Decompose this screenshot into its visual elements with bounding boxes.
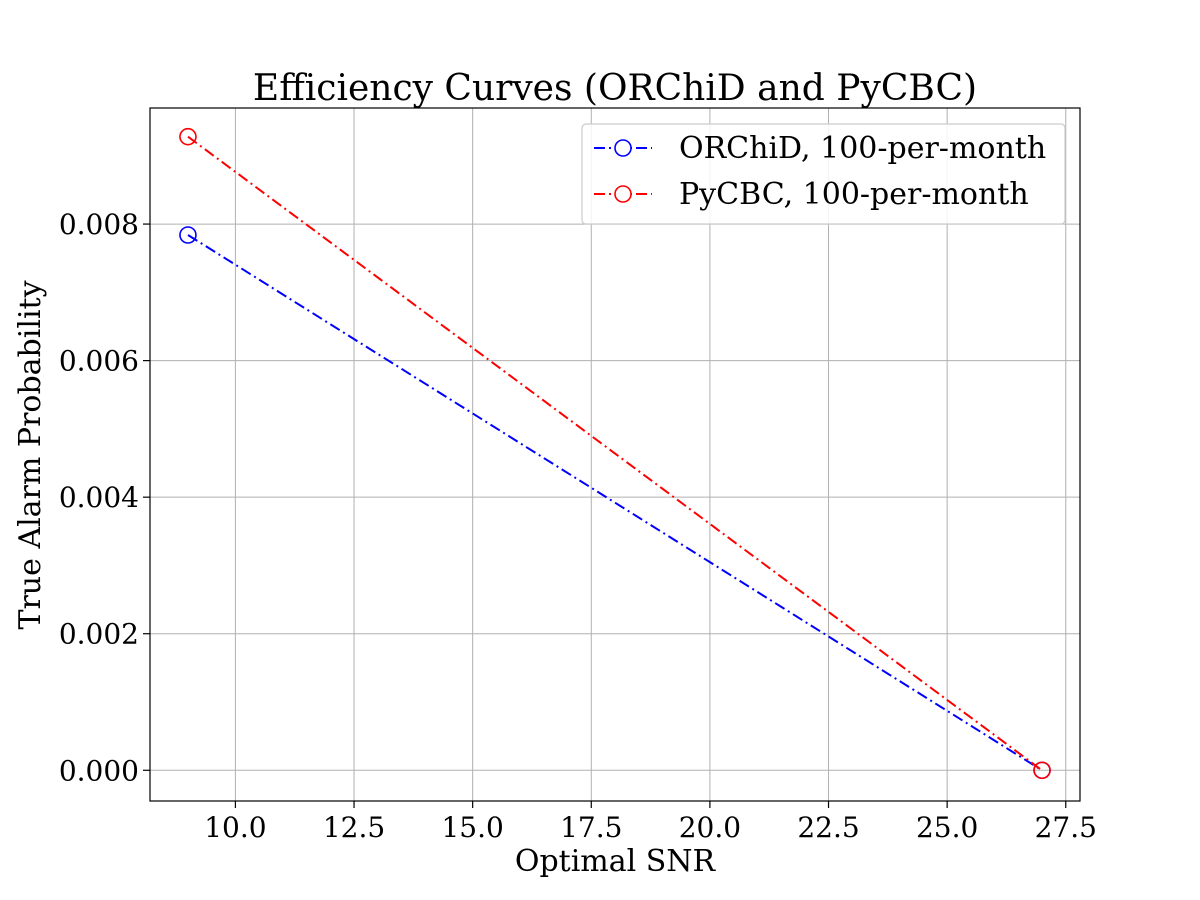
series-line (187, 135, 1043, 772)
legend-box (581, 123, 1066, 225)
y-tick-label: 0.004 (59, 481, 139, 514)
x-axis-label: Optimal SNR (515, 844, 717, 879)
plot-frame (149, 107, 1081, 802)
chart-title: Efficiency Curves (ORChiD and PyCBC) (253, 68, 977, 109)
x-tick-label: 17.5 (560, 811, 622, 844)
x-tick-label: 27.5 (1035, 811, 1097, 844)
x-tick-label: 10.0 (204, 811, 266, 844)
data-point (179, 226, 197, 244)
legend-label: PyCBC, 100-per-month (679, 177, 1029, 212)
data-point (1033, 761, 1051, 780)
grid (150, 108, 1080, 801)
legend-marker (614, 185, 632, 203)
series-1 (179, 127, 1051, 780)
legend-entry: PyCBC, 100-per-month (594, 177, 1029, 212)
ticks: 10.0 12.5 15.0 17.5 20.0 22.5 25.0 27.5 0.000 0.0… (59, 208, 1097, 844)
legend-entry: ORChiD, 100-per-month (594, 131, 1046, 166)
x-tick-label: 12.5 (323, 811, 385, 844)
y-tick-label: 0.000 (59, 754, 139, 787)
y-tick-label: 0.006 (59, 345, 139, 378)
y-axis-label: True Alarm Probability (13, 280, 48, 629)
legend-label: ORChiD, 100-per-month (679, 131, 1046, 166)
x-tick-label: 22.5 (797, 811, 859, 844)
x-tick-label: 20.0 (679, 811, 741, 844)
data-point (179, 127, 197, 146)
legend-marker (614, 139, 632, 157)
x-tick-label: 25.0 (916, 811, 978, 844)
series-layer (179, 127, 1051, 780)
legend: ORChiD, 100-per-month PyCBC, 100-per-mont… (581, 123, 1066, 225)
y-tick-label: 0.002 (59, 618, 139, 651)
x-tick-label: 15.0 (441, 811, 503, 844)
y-tick-label: 0.008 (59, 208, 139, 241)
